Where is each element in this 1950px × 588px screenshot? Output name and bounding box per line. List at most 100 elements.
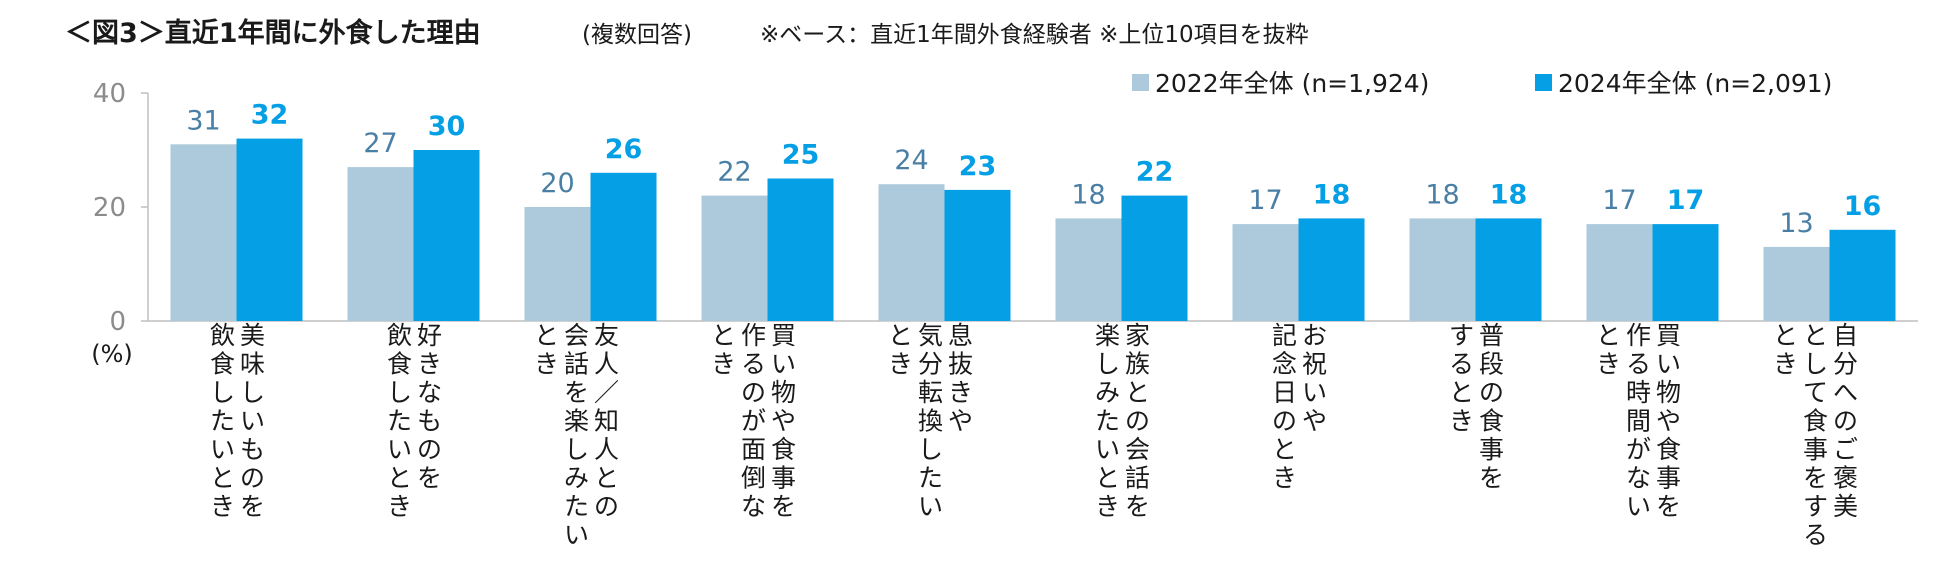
- bar-2022: [170, 144, 237, 321]
- category-label-char: 美: [240, 321, 265, 350]
- category-label-char: や: [1656, 407, 1681, 436]
- chart-title: ＜図3＞直近1年間に外食した理由: [65, 17, 481, 49]
- category-label-char: い: [1626, 492, 1651, 521]
- y-tick-label: 0: [109, 307, 126, 337]
- category-label-char: し: [240, 378, 265, 407]
- category-label-char: 友: [594, 321, 619, 350]
- category-label-char: を: [240, 492, 265, 521]
- data-label-2024: 18: [1313, 179, 1351, 210]
- category-label-char: 気: [918, 321, 943, 350]
- category-label-char: の: [240, 464, 265, 493]
- category-label-char: 転: [918, 378, 943, 407]
- category-label-char: と: [1125, 378, 1150, 407]
- data-label-2022: 17: [1248, 185, 1282, 216]
- bar-2022: [347, 167, 414, 321]
- category-label-char: 事: [1479, 435, 1504, 464]
- data-label-2022: 18: [1425, 179, 1459, 210]
- category-label-char: を: [1803, 464, 1828, 493]
- category-labels: 美味しいものを飲食したいとき好きなものを飲食したいとき友人／知人との会話を楽しみ…: [210, 321, 1858, 550]
- bar-2024: [590, 172, 657, 321]
- category-label-char: 分: [1833, 350, 1858, 379]
- category-label-char: 日: [1272, 378, 1297, 407]
- category-label-char: き: [1449, 407, 1474, 436]
- category-label-char: 飲: [387, 321, 412, 350]
- value-labels: 31 32 27 30 20 26 22 25 24 23 18 22 17 18 18 18 17 17 13 16: [186, 100, 1881, 239]
- category-label-char: 話: [1125, 464, 1150, 493]
- category-label-char: 面: [741, 435, 766, 464]
- category-label-char: と: [594, 464, 619, 493]
- y-tick-label: 20: [93, 193, 126, 223]
- category-label-char: 会: [564, 321, 589, 350]
- category-label-char: 祝: [1302, 350, 1327, 379]
- category-label-char: を: [1125, 492, 1150, 521]
- category-label-char: 分: [918, 350, 943, 379]
- category-label-char: た: [918, 464, 943, 493]
- category-label-char: す: [1449, 321, 1474, 350]
- bar-2022: [1055, 218, 1122, 321]
- category-label-char: し: [387, 378, 412, 407]
- category-label-char: と: [1803, 321, 1828, 350]
- legend-swatch-2024: [1535, 74, 1552, 91]
- bar-2022: [1586, 224, 1653, 321]
- category-label-char: 食: [387, 350, 412, 379]
- category-label-char: し: [1095, 350, 1120, 379]
- category-label-char: き: [1095, 492, 1120, 521]
- category-label-char: 話: [564, 350, 589, 379]
- bar-2024: [944, 189, 1011, 321]
- data-label-2022: 22: [717, 157, 751, 188]
- category-label-char: お: [1302, 321, 1327, 350]
- category-label-char: の: [1125, 407, 1150, 436]
- data-label-2024: 22: [1136, 157, 1174, 188]
- category-label-char: と: [210, 464, 235, 493]
- category-label-char: も: [417, 407, 442, 436]
- category-label-char: と: [711, 321, 736, 350]
- category-label-char: 作: [741, 321, 766, 350]
- category-label-char: 間: [1626, 407, 1651, 436]
- category-label-char: 自: [1833, 321, 1858, 350]
- category-label-char: い: [387, 435, 412, 464]
- bar-2024: [236, 138, 303, 321]
- data-label-2024: 32: [251, 100, 289, 131]
- category-label-char: き: [948, 378, 973, 407]
- category-label-char: 美: [1833, 492, 1858, 521]
- category-label-char: み: [1095, 378, 1120, 407]
- category-label-char: 時: [1626, 378, 1651, 407]
- bar-2024: [1121, 195, 1188, 321]
- bar-2024: [767, 178, 834, 321]
- data-label-2022: 31: [186, 105, 220, 136]
- data-label-2024: 17: [1667, 185, 1705, 216]
- data-label-2022: 13: [1779, 208, 1813, 239]
- category-label-char: た: [1095, 407, 1120, 436]
- category-label-char: 人: [594, 435, 619, 464]
- category-label-char: の: [417, 435, 442, 464]
- bar-2024: [1298, 218, 1365, 321]
- category-label-char: 楽: [1095, 321, 1120, 350]
- category-label-char: 事: [1803, 435, 1828, 464]
- category-label-char: と: [534, 321, 559, 350]
- legend: 2022年全体 (n=1,924) 2024年全体 (n=2,091): [1132, 69, 1832, 98]
- category-label-char: の: [741, 378, 766, 407]
- chart-title-note: (複数回答): [582, 22, 692, 48]
- category-label-char: 食: [1479, 407, 1504, 436]
- y-tick-label: 40: [93, 79, 126, 109]
- bar-2022: [878, 184, 945, 321]
- category-label-char: 食: [1803, 407, 1828, 436]
- category-label-char: や: [948, 407, 973, 436]
- category-label-char: い: [240, 407, 265, 436]
- y-axis-label: (%): [91, 340, 133, 368]
- category-label-char: た: [387, 407, 412, 436]
- category-label-char: 家: [1125, 321, 1150, 350]
- category-label-char: き: [1773, 350, 1798, 379]
- category-label-char: い: [1656, 350, 1681, 379]
- category-label-char: 食: [210, 350, 235, 379]
- category-label-char: が: [741, 407, 766, 436]
- category-label-char: 楽: [564, 407, 589, 436]
- category-label-char: る: [1803, 521, 1828, 550]
- category-label-char: 普: [1479, 321, 1504, 350]
